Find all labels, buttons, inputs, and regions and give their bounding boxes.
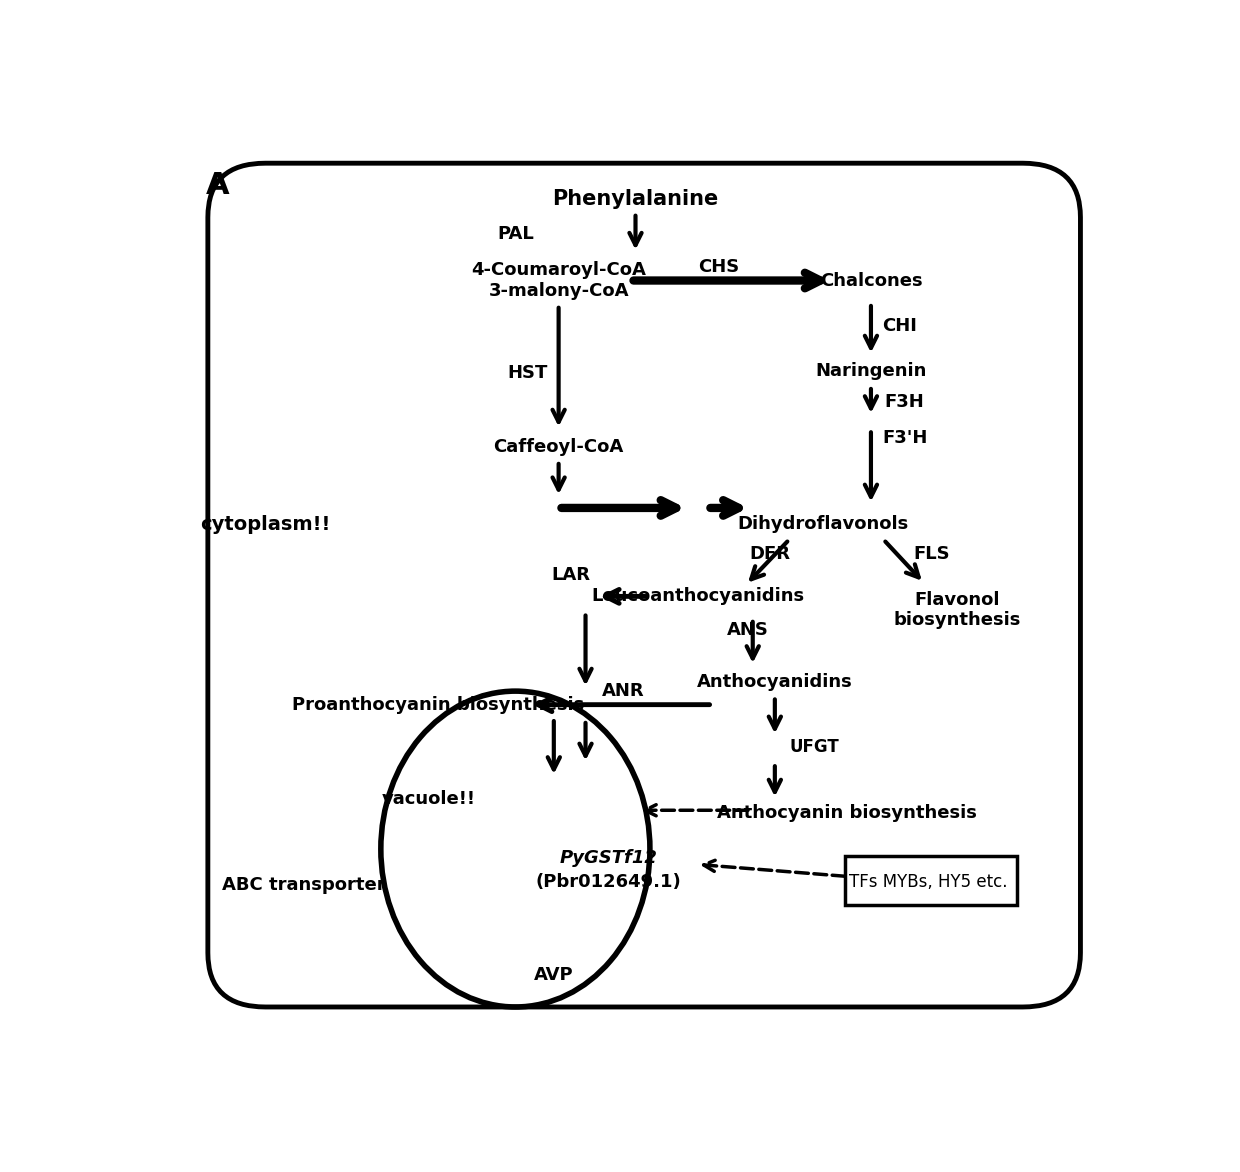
Text: A: A (206, 171, 229, 200)
Text: (Pbr012649.1): (Pbr012649.1) (536, 873, 682, 892)
Text: HST: HST (507, 364, 548, 382)
Text: Leucoanthocyanidins: Leucoanthocyanidins (591, 587, 805, 606)
Text: Anthocyanidins: Anthocyanidins (697, 673, 853, 691)
Text: LAR: LAR (552, 566, 590, 584)
Text: cytoplasm!!: cytoplasm!! (201, 515, 331, 533)
Text: Flavonol
biosynthesis: Flavonol biosynthesis (894, 591, 1021, 629)
Text: Caffeoyl-CoA: Caffeoyl-CoA (494, 438, 624, 456)
Text: Proanthocyanin biosynthesis: Proanthocyanin biosynthesis (293, 696, 584, 714)
Text: PAL: PAL (497, 225, 533, 243)
Text: Phenylalanine: Phenylalanine (552, 190, 719, 210)
Text: vacuole!!: vacuole!! (382, 790, 476, 809)
Text: TFs MYBs, HY5 etc.: TFs MYBs, HY5 etc. (849, 873, 1008, 892)
Text: F3'H: F3'H (882, 429, 928, 448)
Text: FLS: FLS (913, 545, 950, 563)
Text: Naringenin: Naringenin (815, 362, 926, 380)
Text: Chalcones: Chalcones (820, 272, 923, 289)
Text: PyGSTf12: PyGSTf12 (559, 849, 657, 867)
Text: ANS: ANS (727, 621, 769, 639)
Text: F3H: F3H (884, 394, 925, 411)
Text: Dihydroflavonols: Dihydroflavonols (738, 516, 909, 533)
FancyBboxPatch shape (844, 857, 1017, 905)
Text: DFR: DFR (749, 545, 791, 563)
Text: ANR: ANR (601, 682, 645, 700)
Text: CHS: CHS (698, 258, 740, 275)
Text: AVP: AVP (534, 967, 574, 984)
Text: 4-Coumaroyl-CoA
3-malony-CoA: 4-Coumaroyl-CoA 3-malony-CoA (471, 261, 646, 300)
Text: ABC transporter: ABC transporter (222, 877, 386, 894)
Text: CHI: CHI (883, 316, 918, 335)
Text: UFGT: UFGT (790, 738, 839, 756)
FancyBboxPatch shape (208, 163, 1080, 1007)
Text: Anthocyanin biosynthesis: Anthocyanin biosynthesis (717, 804, 977, 822)
